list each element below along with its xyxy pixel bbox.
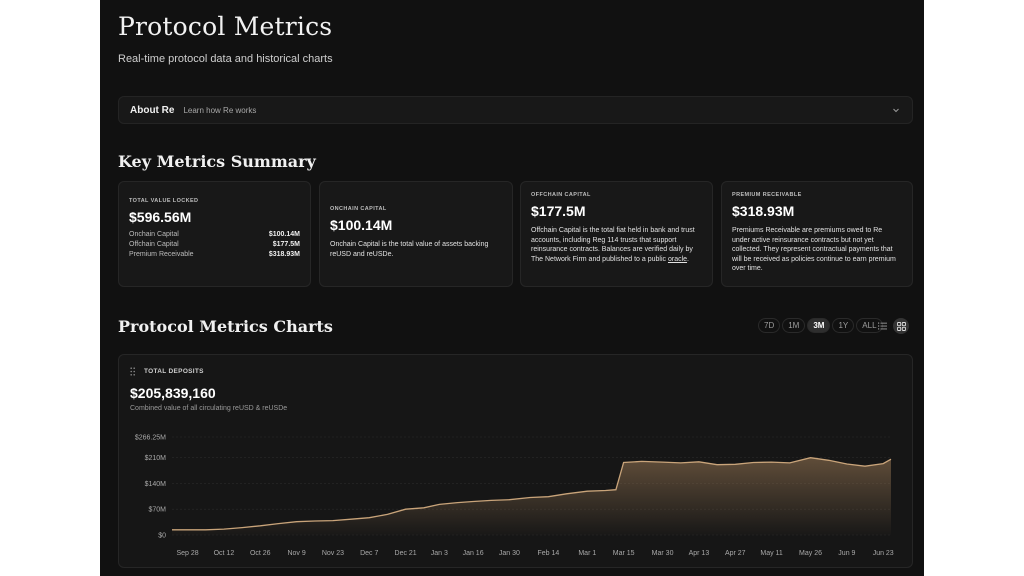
x-tick-label: Nov 23 — [322, 550, 344, 557]
range-all-button[interactable]: ALL — [856, 318, 883, 333]
offchain-description: Offchain Capital is the total fiat held … — [531, 226, 702, 264]
tvl-label: TOTAL VALUE LOCKED — [129, 198, 199, 204]
chevron-down-icon[interactable] — [891, 105, 901, 115]
y-tick-label: $70M — [148, 507, 166, 514]
tvl-row-premium: Premium Receivable $318.93M — [129, 251, 300, 258]
x-tick-label: Jan 16 — [463, 550, 484, 557]
total-deposits-chart-card: TOTAL DEPOSITS $205,839,160 Combined val… — [118, 354, 913, 568]
offchain-description-text: Offchain Capital is the total fiat held … — [531, 227, 695, 263]
range-3m-button[interactable]: 3M — [807, 318, 831, 333]
page-title: Protocol Metrics — [118, 12, 333, 41]
chart-subtitle: Combined value of all circulating reUSD … — [130, 405, 288, 412]
x-tick-label: Oct 26 — [250, 550, 271, 557]
tvl-row-name: Onchain Capital — [129, 231, 179, 238]
x-tick-label: Mar 1 — [578, 550, 596, 557]
tvl-row-name: Premium Receivable — [129, 251, 194, 258]
range-7d-button[interactable]: 7D — [758, 318, 781, 333]
x-tick-label: Oct 12 — [214, 550, 235, 557]
list-icon[interactable] — [874, 318, 890, 334]
x-tick-label: Dec 21 — [395, 550, 417, 557]
page: Protocol Metrics Real-time protocol data… — [100, 0, 924, 576]
onchain-card: ONCHAIN CAPITAL $100.14M Onchain Capital… — [319, 181, 513, 287]
x-tick-label: Sep 28 — [176, 550, 198, 557]
tvl-row-value: $318.93M — [268, 251, 300, 258]
tvl-row-offchain: Offchain Capital $177.5M — [129, 241, 300, 248]
x-tick-label: Mar 30 — [652, 550, 674, 557]
offchain-description-end: . — [687, 255, 689, 263]
x-tick-label: Jun 23 — [873, 550, 894, 557]
deposits-area-chart[interactable]: $0 $70M $140M $210M $266.25M Sep 28 Oct 12 Oct… — [119, 355, 914, 569]
charts-title: Protocol Metrics Charts — [118, 317, 333, 336]
x-tick-label: Nov 9 — [287, 550, 305, 557]
y-tick-label: $266.25M — [135, 435, 166, 442]
tvl-row-name: Offchain Capital — [129, 241, 179, 248]
x-tick-label: Jun 9 — [838, 550, 855, 557]
oracle-link[interactable]: oracle — [667, 255, 688, 263]
series-area — [172, 457, 891, 535]
drag-handle-icon[interactable] — [130, 367, 136, 376]
x-tick-label: Feb 14 — [537, 550, 559, 557]
y-axis: $0 $70M $140M $210M $266.25M — [135, 435, 166, 540]
about-accordion[interactable]: About Re Learn how Re works — [118, 96, 913, 124]
chart-label: TOTAL DEPOSITS — [144, 368, 204, 375]
view-toggle — [874, 318, 909, 334]
offchain-card: OFFCHAIN CAPITAL $177.5M Offchain Capita… — [520, 181, 713, 287]
key-metrics-title: Key Metrics Summary — [118, 152, 316, 171]
y-tick-label: $210M — [145, 455, 167, 462]
x-tick-label: May 11 — [760, 550, 783, 557]
premium-value: $318.93M — [732, 203, 795, 219]
x-tick-label: Dec 7 — [360, 550, 378, 557]
premium-card: PREMIUM RECEIVABLE $318.93M Premiums Rec… — [721, 181, 913, 287]
y-tick-label: $0 — [158, 533, 166, 540]
y-tick-label: $140M — [145, 481, 167, 488]
series-line — [172, 457, 892, 531]
offchain-value: $177.5M — [531, 203, 586, 219]
grid-icon[interactable] — [893, 318, 909, 334]
tvl-row-value: $100.14M — [268, 231, 300, 238]
x-tick-label: Jan 30 — [499, 550, 520, 557]
tvl-row-value: $177.5M — [272, 241, 300, 248]
x-tick-label: Apr 13 — [689, 550, 710, 557]
tvl-breakdown: Onchain Capital $100.14M Offchain Capita… — [129, 231, 300, 258]
onchain-description: Onchain Capital is the total value of as… — [330, 241, 489, 258]
x-axis: Sep 28 Oct 12 Oct 26 Nov 9 Nov 23 Dec 7 Dec 21… — [176, 550, 893, 557]
tvl-value: $596.56M — [129, 209, 192, 225]
range-selector: 7D 1M 3M 1Y ALL — [758, 318, 883, 333]
about-title: About Re — [130, 104, 175, 116]
range-1m-button[interactable]: 1M — [782, 318, 806, 333]
range-1y-button[interactable]: 1Y — [832, 318, 855, 333]
x-tick-label: Apr 27 — [725, 550, 746, 557]
tvl-card: TOTAL VALUE LOCKED $596.56M Onchain Capi… — [118, 181, 311, 287]
offchain-label: OFFCHAIN CAPITAL — [531, 192, 591, 198]
chart-value: $205,839,160 — [130, 385, 216, 401]
page-subtitle: Real-time protocol data and historical c… — [118, 53, 333, 65]
premium-description: Premiums Receivable are premiums owed to… — [732, 227, 896, 272]
premium-label: PREMIUM RECEIVABLE — [732, 192, 802, 198]
x-tick-label: Mar 15 — [613, 550, 635, 557]
x-tick-label: Jan 3 — [431, 550, 448, 557]
tvl-row-onchain: Onchain Capital $100.14M — [129, 231, 300, 238]
onchain-label: ONCHAIN CAPITAL — [330, 206, 387, 212]
x-tick-label: May 26 — [799, 550, 822, 557]
about-subtitle: Learn how Re works — [183, 105, 257, 115]
onchain-value: $100.14M — [330, 217, 393, 233]
